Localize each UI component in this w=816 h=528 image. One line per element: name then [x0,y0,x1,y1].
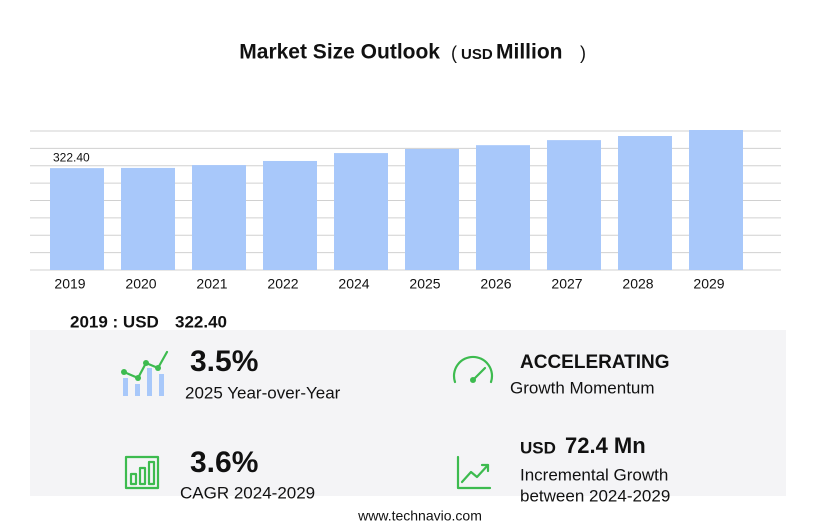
bar [476,145,530,270]
unit: Million [496,41,563,64]
x-tick-label: 2027 [551,276,582,292]
kpi-panel [30,330,786,496]
kpi-value: 3.5% [190,345,258,378]
x-tick-label: 2020 [125,276,156,292]
x-tick-label: 2029 [693,276,724,292]
icon-cagr [124,455,160,490]
kpi-value: ACCELERATING [520,352,670,373]
kpi-label: Incremental Growth [520,465,668,484]
x-tick-label: 2021 [196,276,227,292]
bar [618,136,672,270]
icon-yoy [121,350,169,396]
plot: 2019 322.40 2020 2021 2022 2024 2025 2026 2027 20… [30,130,781,292]
unit-open: ( [451,43,457,63]
bar [192,165,246,270]
x-tick-label: 2025 [409,276,440,292]
bar [334,153,388,270]
icon-gauge [452,355,494,384]
summary-value: 322.40 [175,312,227,331]
value-label: 322.40 [53,150,90,164]
bar [121,167,175,270]
unit-currency: USD [461,46,493,63]
summary-label: 2019 : USD [70,312,159,331]
chart-title: Market Size Outlook [239,41,440,64]
icon-incremental [456,455,492,490]
kpi-label: CAGR 2024-2029 [180,483,315,502]
x-tick-label: 2022 [267,276,298,292]
bar [263,160,317,270]
kpi-currency: USD [520,438,556,457]
bar [689,130,743,270]
footer: www.technavio.com [357,508,482,524]
x-tick-label: 2028 [622,276,653,292]
x-tick-label: 2026 [480,276,511,292]
kpi-value: 3.6% [190,446,258,479]
kpi-label: 2025 Year-over-Year [185,383,341,402]
bar [547,140,601,270]
x-tick-label: 2024 [338,276,369,292]
bar [405,148,459,270]
unit-close: ) [580,43,586,63]
bar [50,168,104,270]
x-tick-label: 2019 [54,276,85,292]
kpi-value: 72.4 Mn [565,433,646,458]
kpi-label: between 2024-2029 [520,486,670,505]
kpi-label: Growth Momentum [510,378,655,397]
